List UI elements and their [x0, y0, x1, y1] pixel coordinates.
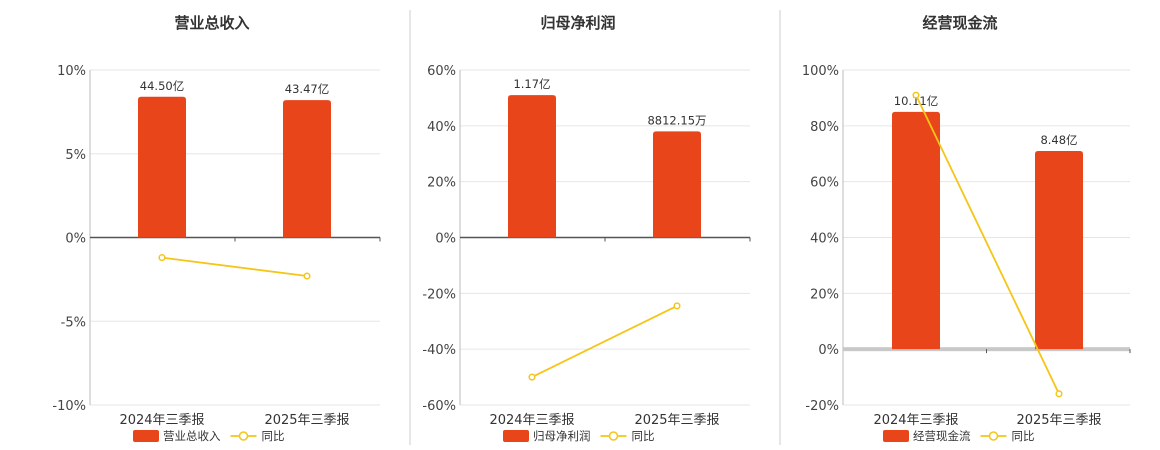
bar[interactable]	[508, 95, 556, 238]
y-tick-label: 100%	[802, 64, 839, 79]
bar-data-label: 8.48亿	[1040, 133, 1077, 147]
legend-line-marker	[988, 431, 999, 441]
bar-data-label: 1.17亿	[513, 77, 550, 91]
legend-bar-swatch	[883, 430, 909, 442]
bar[interactable]	[892, 111, 940, 350]
x-category-label: 2024年三季报	[489, 413, 574, 428]
y-tick-label: -20%	[422, 287, 456, 302]
legend-bar-label: 经营现金流	[913, 429, 971, 443]
x-category-label: 2024年三季报	[119, 413, 204, 428]
yoy-point[interactable]	[528, 373, 536, 381]
legend-line-label: 同比	[632, 429, 655, 443]
legend-bar-swatch	[133, 430, 159, 442]
bar-data-label: 8812.15万	[647, 113, 706, 127]
y-tick-label: 10%	[57, 64, 86, 79]
y-tick-label: 60%	[810, 176, 839, 191]
x-category-label: 2025年三季报	[264, 413, 349, 428]
bar-data-label: 44.50亿	[140, 79, 184, 93]
bar[interactable]	[283, 100, 331, 238]
yoy-line	[531, 305, 678, 378]
yoy-line	[915, 94, 1060, 395]
y-tick-label: 80%	[810, 120, 839, 135]
yoy-point[interactable]	[303, 272, 311, 280]
legend-bar-label: 营业总收入	[163, 429, 221, 443]
yoy-point[interactable]	[1055, 390, 1063, 398]
legend-line-label: 同比	[1012, 429, 1035, 443]
y-tick-label: 60%	[427, 64, 456, 79]
legend-bar-swatch	[503, 430, 529, 442]
y-tick-label: -40%	[422, 343, 456, 358]
yoy-point[interactable]	[673, 302, 681, 310]
y-tick-label: 5%	[65, 148, 86, 163]
y-tick-label: 20%	[810, 287, 839, 302]
y-tick-label: -10%	[52, 399, 86, 414]
bar[interactable]	[138, 96, 186, 238]
bar[interactable]	[1035, 150, 1083, 350]
bar[interactable]	[653, 131, 701, 238]
y-tick-label: -20%	[805, 399, 839, 414]
y-tick-label: 0%	[435, 232, 456, 247]
yoy-point[interactable]	[912, 91, 920, 99]
legend-line-label: 同比	[262, 429, 285, 443]
yoy-point[interactable]	[158, 254, 166, 262]
legend-line-marker	[608, 431, 619, 441]
x-category-label: 2025年三季报	[1016, 413, 1101, 428]
y-tick-label: -5%	[61, 315, 86, 330]
chart-title: 营业总收入	[174, 14, 249, 32]
chart-title: 经营现金流	[922, 14, 997, 32]
y-tick-label: 0%	[65, 232, 86, 247]
x-category-label: 2025年三季报	[634, 413, 719, 428]
yoy-line	[161, 256, 308, 277]
bar-data-label: 43.47亿	[285, 82, 329, 96]
y-tick-label: 40%	[427, 120, 456, 135]
y-tick-label: -60%	[422, 399, 456, 414]
chart-panel-2: 归母净利润 60% 40% 20% 0% -20% -40% -60% 2024年三季报 2025…	[422, 14, 751, 443]
x-category-label: 2024年三季报	[873, 413, 958, 428]
bar-data-label: 10.11亿	[894, 94, 938, 108]
legend-bar-label: 归母净利润	[533, 429, 591, 443]
chart-title: 归母净利润	[540, 14, 615, 32]
chart-panel-3: 经营现金流 100% 80% 60% 40% 20% 0% -20% 2024年三季报 2025年…	[802, 14, 1131, 443]
chart-panel-1: 营业总收入 10% 5% 0% -5% -10% 2024年三季报 2025年三季报 44.50…	[52, 14, 381, 443]
y-tick-label: 40%	[810, 232, 839, 247]
legend-line-marker	[238, 431, 249, 441]
y-tick-label: 20%	[427, 176, 456, 191]
y-tick-label: 0%	[818, 343, 839, 358]
